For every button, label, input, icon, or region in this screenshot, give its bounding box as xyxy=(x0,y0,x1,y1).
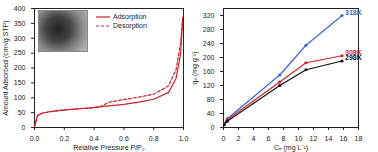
svg-text:6: 6 xyxy=(267,135,271,142)
svg-text:14: 14 xyxy=(325,135,333,142)
svg-text:Amount Adsorbed (cm³/g STP): Amount Adsorbed (cm³/g STP) xyxy=(2,20,10,115)
svg-text:0: 0 xyxy=(222,135,226,142)
svg-text:50: 50 xyxy=(18,109,26,116)
html-text:Adsorption: Adsorption xyxy=(113,13,147,20)
svg-text:280: 280 xyxy=(203,26,215,33)
svg-text:120: 120 xyxy=(203,82,215,89)
svg-text:298K: 298K xyxy=(345,54,362,61)
svg-text:200: 200 xyxy=(14,64,26,71)
svg-text:320: 320 xyxy=(203,12,215,19)
svg-text:10: 10 xyxy=(295,135,303,142)
svg-text:0.6: 0.6 xyxy=(119,135,129,142)
svg-text:8: 8 xyxy=(282,135,286,142)
svg-text:200: 200 xyxy=(203,54,215,61)
svg-text:18: 18 xyxy=(355,135,363,142)
svg-text:300: 300 xyxy=(14,34,26,41)
svg-text:308K: 308K xyxy=(345,49,362,56)
svg-text:240: 240 xyxy=(203,40,215,47)
svg-text:4: 4 xyxy=(252,135,256,142)
svg-text:0.0: 0.0 xyxy=(30,135,40,142)
svg-text:2: 2 xyxy=(237,135,241,142)
svg-text:1.0: 1.0 xyxy=(179,135,189,142)
svg-text:40: 40 xyxy=(207,110,215,117)
svg-text:160: 160 xyxy=(203,68,215,75)
svg-text:0.2: 0.2 xyxy=(59,135,69,142)
svg-text:0: 0 xyxy=(211,124,215,131)
svg-text:qₑ (mg g⁻¹): qₑ (mg g⁻¹) xyxy=(191,52,199,85)
svg-text:0: 0 xyxy=(22,124,26,131)
svg-text:80: 80 xyxy=(207,96,215,103)
svg-text:250: 250 xyxy=(14,49,26,56)
svg-text:150: 150 xyxy=(14,79,26,86)
svg-text:Cₑ (mg L⁻¹): Cₑ (mg L⁻¹) xyxy=(274,144,308,152)
svg-text:0.4: 0.4 xyxy=(89,135,99,142)
svg-text:12: 12 xyxy=(310,135,318,142)
html-text:Desorption: Desorption xyxy=(113,22,147,29)
svg-text:Relative Pressure P/P₀: Relative Pressure P/P₀ xyxy=(73,144,144,151)
svg-text:100: 100 xyxy=(14,94,26,101)
svg-text:318K: 318K xyxy=(345,9,362,16)
svg-text:350: 350 xyxy=(14,20,26,27)
svg-text:400: 400 xyxy=(14,5,26,12)
svg-text:0.8: 0.8 xyxy=(149,135,159,142)
svg-text:16: 16 xyxy=(340,135,348,142)
